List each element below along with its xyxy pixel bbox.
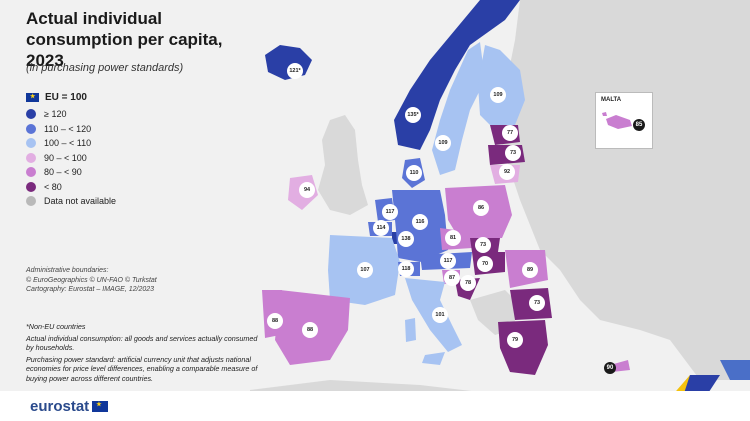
map-title: Actual individual consumption per capita… [26,9,223,70]
malta-shape [602,112,632,129]
legend-swatch [26,181,36,192]
value-label-pl: 86 [473,200,489,216]
value-label-hu: 70 [477,256,493,272]
legend-swatch [26,196,36,207]
value-label-de: 116 [412,214,428,230]
value-label-is: 121* [287,63,303,79]
value-label-sk: 73 [475,237,491,253]
value-label-lt: 92 [499,164,515,180]
value-label-gr: 79 [507,332,523,348]
legend: EU = 100 ≥ 120 110 – < 120 100 – < 110 9… [26,92,116,209]
legend-item: 90 – < 100 [26,151,116,166]
decorative-stripe-light [720,360,750,380]
legend-item: Data not available [26,194,116,209]
definitions-note: *Non-EU countries Actual individual cons… [26,322,258,383]
legend-swatch [26,152,36,163]
country-italy-sardinia [405,318,416,342]
value-label-lu: 138 [398,231,414,247]
legend-swatch [26,123,36,134]
legend-item: 80 – < 90 [26,165,116,180]
value-label-hr: 78 [460,275,476,291]
value-label-dk: 110 [406,165,422,181]
country-italy-sicily [422,352,445,365]
inset-title: MALTA [601,97,622,103]
value-label-si: 87 [444,270,460,286]
country-norway [394,0,520,150]
value-label-fi: 109 [490,87,506,103]
legend-item: 110 – < 120 [26,122,116,137]
land-non-eu [500,0,750,380]
legend-item: < 80 [26,180,116,195]
malta-inset: MALTA 85 [595,92,653,149]
legend-swatch [26,138,36,149]
eurostat-logo: eurostat [30,398,109,415]
value-label-cy: 90 [604,362,616,374]
value-label-es: 88 [302,322,318,338]
legend-item: 100 – < 110 [26,136,116,151]
land-uk [318,115,368,215]
value-label-it: 101 [432,307,448,323]
eu-flag-icon [26,93,39,102]
value-label-bg: 73 [529,295,545,311]
value-label-fr: 107 [357,262,373,278]
legend-swatch [26,167,36,178]
value-label-pt: 88 [267,313,283,329]
footer-bar: eurostat [0,391,750,421]
legend-header: EU = 100 [26,92,116,103]
value-label-cz: 81 [445,230,461,246]
value-label-lv: 73 [505,145,521,161]
value-label-ee: 77 [502,125,518,141]
value-label-ch: 118 [398,261,414,277]
value-label-at: 117 [440,253,456,269]
value-label-mt: 85 [633,119,645,131]
value-label-ro: 89 [522,262,538,278]
boundaries-note: Administrative boundaries: © EuroGeograp… [26,267,157,293]
value-label-nl: 117 [382,204,398,220]
eu-flag-icon [92,401,109,412]
legend-item: ≥ 120 [26,107,116,122]
value-label-be: 114 [373,220,389,236]
map-subtitle: (in purchasing power standards) [26,62,184,74]
legend-eu-label: EU = 100 [45,92,87,103]
value-label-ie: 94 [299,182,315,198]
value-label-no: 135* [405,107,421,123]
value-label-se: 109 [435,135,451,151]
legend-swatch [26,109,36,120]
